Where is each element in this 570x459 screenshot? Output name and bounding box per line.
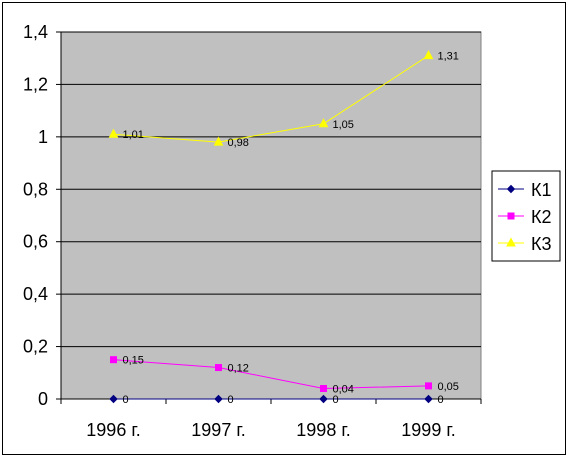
data-point [425, 382, 432, 390]
legend-label: К3 [531, 234, 552, 254]
data-label: 0,15 [123, 355, 144, 367]
series-lines [108, 50, 434, 404]
data-point [424, 394, 433, 404]
data-label: 0,05 [438, 381, 459, 393]
data-label: 0,12 [228, 363, 249, 375]
legend: К1 К2 К3 [491, 170, 561, 262]
data-point [423, 50, 434, 60]
data-point [108, 128, 119, 138]
data-labels: 1,010,981,051,310,150,120,04 0,050 0 0 0 [123, 51, 459, 406]
data-point [110, 356, 117, 364]
y-tick-label: 0,8 [23, 179, 48, 199]
data-label: 1,31 [438, 51, 459, 63]
x-axis-tick-labels: 1996 г. 1997 г. 1998 г. 1999 г. [86, 420, 455, 440]
data-point [320, 385, 327, 393]
y-tick-label: 0 [38, 389, 48, 409]
data-point [214, 394, 223, 404]
x-tick-label: 1998 г. [296, 420, 350, 440]
x-tick-label: 1996 г. [86, 420, 140, 440]
data-label: 0 [438, 394, 444, 406]
data-label: 0 [228, 394, 234, 406]
y-tick-label: 1 [38, 127, 48, 147]
data-point [319, 394, 328, 404]
x-tick-label: 1997 г. [191, 420, 245, 440]
data-label: 1,01 [123, 129, 144, 141]
data-label: 1,05 [333, 119, 354, 131]
legend-marker [507, 212, 515, 220]
y-tick-label: 0,2 [23, 337, 48, 357]
legend-label: К1 [531, 180, 552, 200]
series-line [113, 359, 429, 390]
y-tick-label: 1,2 [23, 74, 48, 94]
series-line [113, 55, 429, 143]
y-tick-label: 1,4 [23, 22, 48, 42]
data-label: 0,04 [333, 384, 354, 396]
data-label: 0 [333, 394, 339, 406]
legend-label: К2 [531, 207, 552, 227]
legend-marker [506, 184, 516, 194]
data-point [318, 118, 329, 128]
data-point [213, 136, 224, 146]
y-axis-tick-labels: 0 0,2 0,4 0,6 0,8 1 1,2 1,4 [23, 22, 48, 409]
y-tick-label: 0,4 [23, 284, 48, 304]
gridlines [56, 31, 482, 404]
data-point [215, 364, 222, 372]
data-point [109, 394, 118, 404]
legend-marker [506, 237, 516, 247]
y-tick-label: 0,6 [23, 232, 48, 252]
data-label: 0,98 [228, 137, 249, 149]
data-label: 0 [123, 394, 129, 406]
plot-area [60, 31, 482, 400]
x-tick-label: 1999 г. [401, 420, 455, 440]
